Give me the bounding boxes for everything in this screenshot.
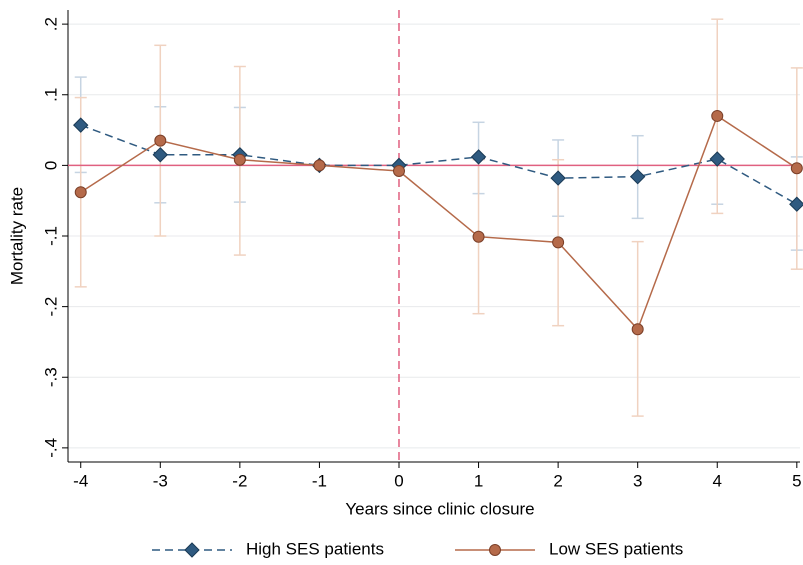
x-tick-label: -3 <box>153 471 168 490</box>
y-tick-label: 0 <box>41 161 60 170</box>
point <box>152 147 169 163</box>
legend-marker <box>184 542 200 558</box>
x-tick-label: 3 <box>633 471 642 490</box>
x-tick-label: 2 <box>553 471 562 490</box>
point <box>470 149 487 165</box>
series-line <box>80 124 798 205</box>
point <box>550 170 566 186</box>
y-tick-label: .2 <box>41 17 60 31</box>
point <box>629 168 646 185</box>
y-axis-label: Mortality rate <box>7 187 26 285</box>
y-tick-label: -.2 <box>41 297 60 317</box>
x-tick-label: 0 <box>394 471 403 490</box>
series-line <box>80 114 798 331</box>
x-tick-label: 4 <box>713 471 722 490</box>
point <box>74 186 87 199</box>
legend-label: Low SES patients <box>549 539 683 558</box>
point <box>790 162 803 175</box>
y-tick-label: -.3 <box>41 367 60 387</box>
x-tick-label: -4 <box>73 471 88 490</box>
y-tick-label: .1 <box>41 88 60 102</box>
point <box>472 230 485 243</box>
y-tick-label: -.4 <box>41 438 60 458</box>
point <box>233 153 246 166</box>
point <box>709 151 725 167</box>
legend-label: High SES patients <box>246 539 384 558</box>
point <box>552 236 565 249</box>
x-tick-label: 5 <box>792 471 801 490</box>
legend-marker <box>489 544 501 556</box>
point <box>154 134 167 147</box>
point <box>789 196 803 212</box>
y-tick-label: -.1 <box>41 226 60 246</box>
point <box>631 323 644 336</box>
point <box>392 165 405 178</box>
point <box>73 117 89 133</box>
point <box>711 109 724 122</box>
x-tick-label: 1 <box>474 471 483 490</box>
x-tick-label: -1 <box>312 471 327 490</box>
point <box>313 159 326 172</box>
x-tick-label: -2 <box>232 471 247 490</box>
x-axis-label: Years since clinic closure <box>345 499 534 518</box>
